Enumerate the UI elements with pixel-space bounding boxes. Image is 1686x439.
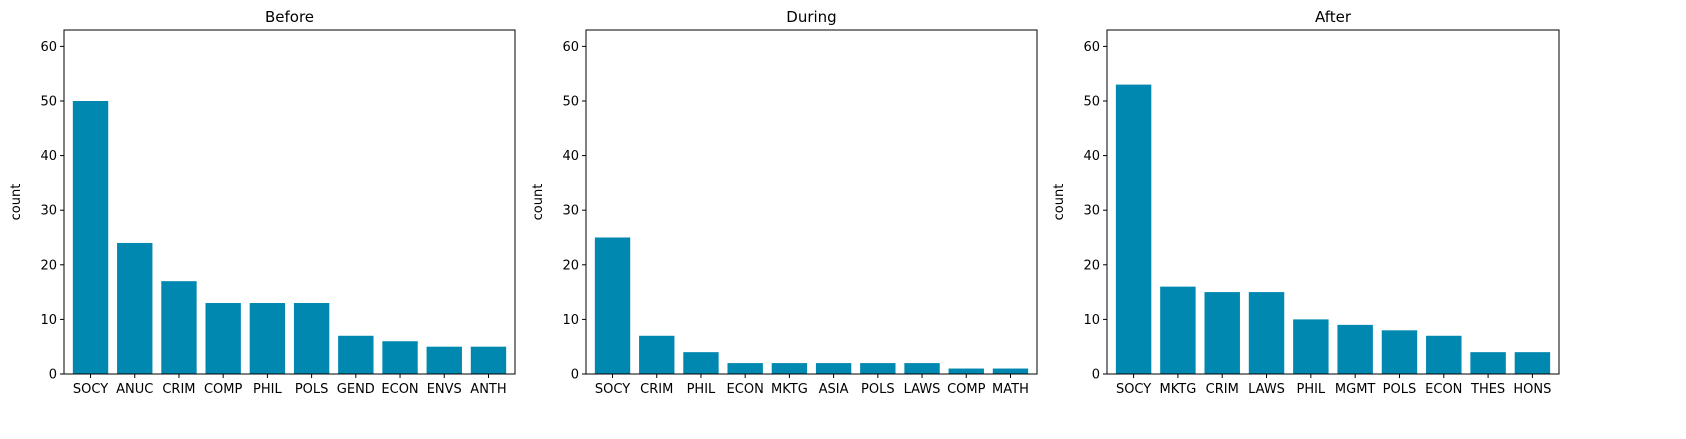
x-tick-label: SOCY [595,382,630,397]
y-tick-label: 0 [571,368,579,383]
bar-mgmt [1337,324,1373,374]
y-tick-label: 0 [49,368,57,383]
y-tick-label: 50 [562,94,579,109]
x-tick-label: MGMT [1335,382,1376,397]
x-tick-label: SOCY [73,382,108,397]
bar-comp [205,303,241,374]
x-tick-label: PHIL [687,382,716,397]
bar-hons [1514,352,1551,374]
bar-pols [293,303,330,374]
chart-title: During [786,8,836,26]
x-tick-label: SOCY [1116,382,1151,397]
x-tick-label: POLS [861,382,895,397]
bar-socy [72,100,109,374]
x-tick-label: ASIA [819,382,849,397]
bar-pols [860,363,896,374]
x-tick-label: THES [1470,382,1505,397]
y-axis-label: count [9,184,24,221]
chart-panel-after: 0 10 20 30 40 50 60 SOCY MKTG CRIM LAWS PHIL MGMT POL… [1052,8,1560,397]
x-tick-label: LAWS [1248,382,1285,397]
y-tick-label: 10 [40,313,57,328]
x-tick-label: ENVS [427,382,462,397]
bar-mktg [1160,286,1196,374]
plot-frame [585,29,1038,375]
bar-phil [683,352,719,374]
y-tick-label: 30 [1083,204,1100,219]
plot-frame [63,29,516,375]
bar-anuc [117,242,153,374]
bar-thes [1470,352,1506,374]
bar-crim [639,335,675,374]
bar-laws [904,363,940,374]
bar-phil [249,303,286,374]
y-axis-label: count [1052,184,1067,221]
chart-panel-before: 0 10 20 30 40 50 60 SOCY ANUC CRIM COMP PHIL POLS GEN… [9,8,516,397]
y-tick-label: 10 [1083,313,1100,328]
x-tick-label: MKTG [1160,382,1197,397]
x-tick-label: ECON [381,382,418,397]
bar-econ [1426,335,1462,374]
chart-panel-during: 0 10 20 30 40 50 60 SOCY CRIM PHIL ECON MKTG ASIA POL… [531,8,1038,397]
bar-econ [382,341,418,374]
x-tick-label: GEND [337,382,375,397]
bar-crim [1204,292,1240,374]
x-tick-label: HONS [1513,382,1551,397]
x-tick-label: CRIM [162,382,195,397]
bar-pols [1381,330,1418,374]
y-tick-label: 40 [1083,149,1100,164]
x-tick-label: CRIM [640,382,673,397]
plot-frame [1106,29,1560,375]
bar-phil [1293,319,1329,374]
bar-crim [161,281,197,374]
x-tick-label: POLS [1383,382,1417,397]
y-axis-label: count [531,184,546,221]
bar-anth [470,346,507,374]
x-tick-label: COMP [947,382,986,397]
bar-mktg [771,363,808,374]
y-tick-label: 60 [1083,40,1100,55]
y-tick-label: 30 [40,204,57,219]
y-tick-label: 10 [562,313,579,328]
x-tick-label: ANTH [470,382,506,397]
bar-envs [426,346,462,374]
bar-socy [594,237,631,374]
x-tick-label: CRIM [1206,382,1239,397]
y-tick-label: 50 [1083,94,1100,109]
x-tick-label: POLS [295,382,329,397]
x-tick-label: MKTG [771,382,808,397]
x-tick-label: PHIL [1296,382,1325,397]
y-tick-label: 40 [40,149,57,164]
x-tick-label: COMP [204,382,243,397]
y-tick-label: 50 [40,94,57,109]
x-tick-label: ECON [727,382,764,397]
bar-laws [1248,292,1285,374]
y-tick-label: 20 [40,258,57,273]
bar-gend [338,335,374,374]
chart-title: After [1315,8,1352,26]
y-tick-label: 60 [562,40,579,55]
y-tick-label: 20 [1083,258,1100,273]
y-tick-label: 20 [562,258,579,273]
y-tick-label: 40 [562,149,579,164]
x-tick-label: MATH [992,382,1029,397]
bar-asia [815,363,852,374]
bar-comp [948,368,984,374]
x-tick-label: ANUC [116,382,153,397]
y-tick-label: 0 [1092,368,1100,383]
y-tick-label: 60 [40,40,57,55]
x-tick-label: ECON [1425,382,1462,397]
bar-econ [727,363,763,374]
x-tick-label: PHIL [253,382,282,397]
bar-socy [1115,84,1152,374]
y-tick-label: 30 [562,204,579,219]
x-tick-label: LAWS [904,382,941,397]
bar-math [992,368,1029,374]
chart-title: Before [265,8,314,26]
